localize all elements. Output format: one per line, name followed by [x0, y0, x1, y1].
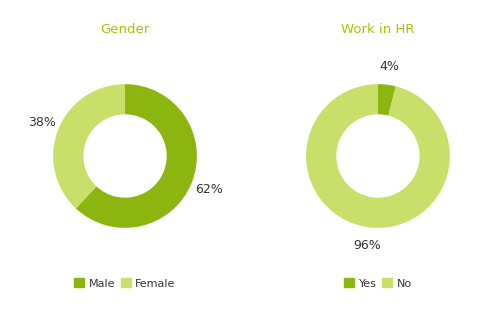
Wedge shape [53, 84, 125, 208]
Wedge shape [306, 84, 450, 228]
Wedge shape [76, 84, 197, 228]
Text: 62%: 62% [195, 183, 222, 196]
Title: Gender: Gender [101, 23, 150, 36]
Wedge shape [378, 84, 396, 116]
Legend: Yes, No: Yes, No [340, 274, 416, 293]
Title: Work in HR: Work in HR [341, 23, 414, 36]
Text: 96%: 96% [353, 239, 381, 252]
Text: 38%: 38% [28, 116, 55, 129]
Legend: Male, Female: Male, Female [70, 274, 180, 293]
Text: 4%: 4% [379, 60, 399, 73]
